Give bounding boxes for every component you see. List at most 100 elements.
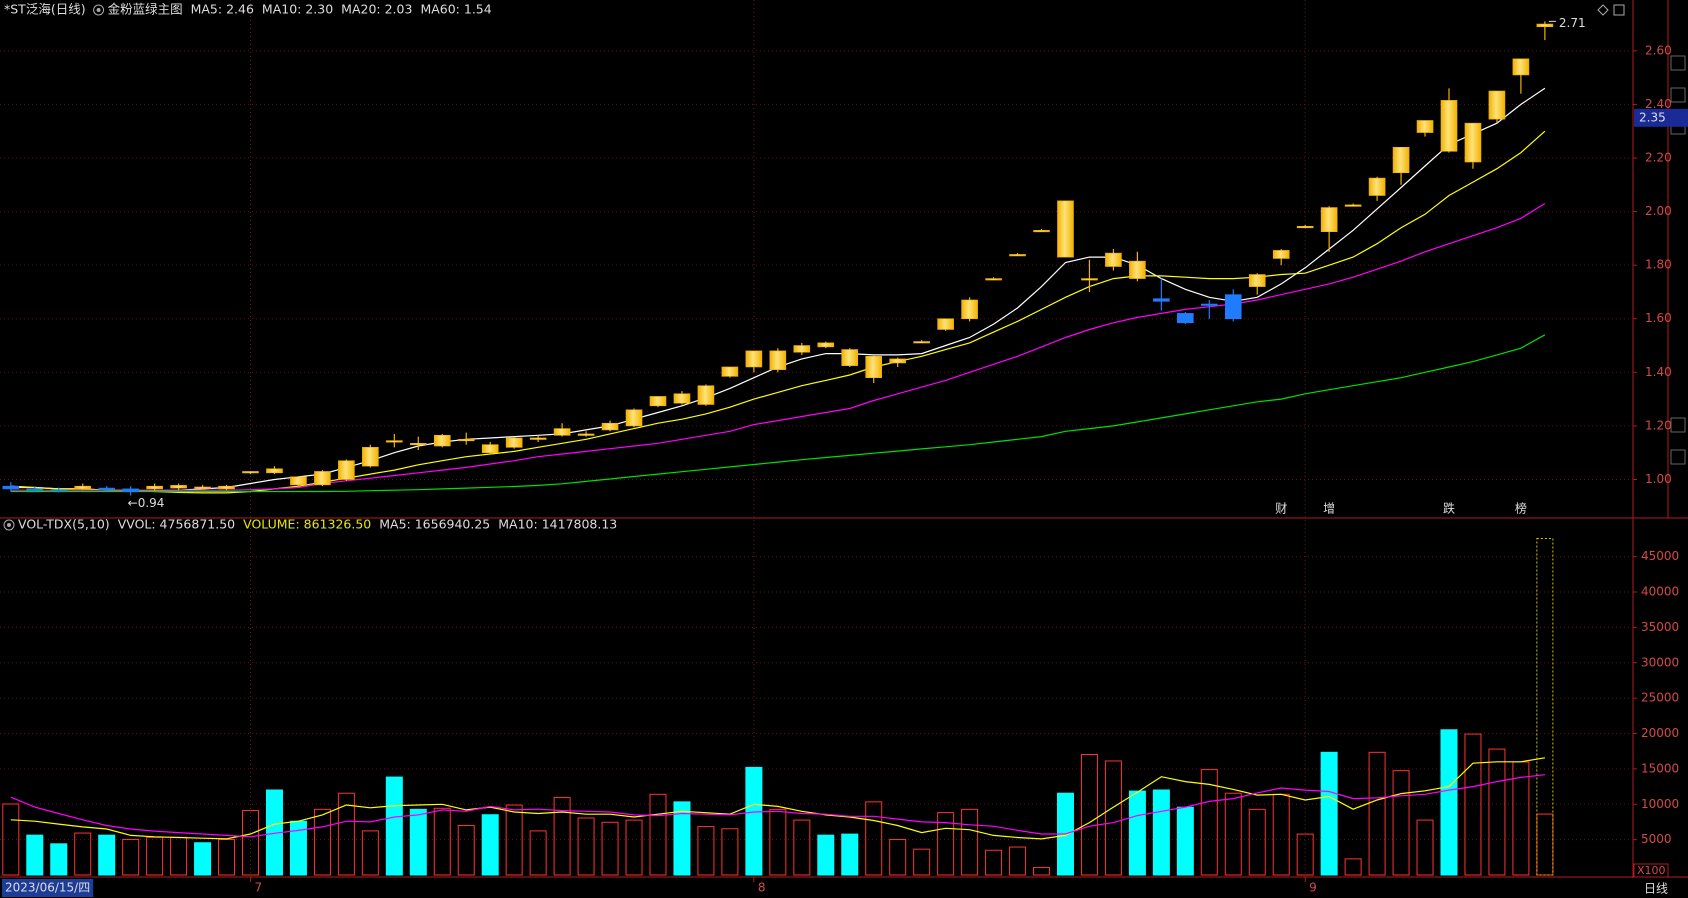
y-tick-label: 1.80 — [1645, 258, 1672, 272]
volume-bar — [1416, 819, 1434, 876]
y-tick-label: 45000 — [1641, 549, 1679, 563]
candle-body — [266, 468, 283, 474]
candle-body — [1224, 294, 1242, 320]
candle-body — [433, 434, 451, 447]
candle-body — [1320, 207, 1338, 232]
candle-body — [1057, 200, 1074, 258]
volume-bar — [937, 812, 955, 876]
volume-bar — [649, 793, 667, 876]
volume-bar — [26, 834, 44, 876]
projected-volume — [1536, 537, 1554, 876]
volume-bar — [1344, 858, 1362, 876]
candle-body — [865, 355, 883, 378]
volume-bar — [1248, 808, 1266, 876]
volume-bar — [1104, 760, 1122, 876]
candle-body — [218, 485, 235, 490]
side-button[interactable] — [1670, 417, 1686, 433]
candle-body — [529, 437, 547, 440]
candle-body — [1512, 58, 1530, 76]
volume-bar — [1392, 770, 1410, 876]
volume-bar — [721, 828, 739, 876]
volume-bar — [457, 824, 475, 876]
volume-bar — [1536, 813, 1554, 876]
candle-body — [98, 487, 115, 490]
candle-body — [1201, 303, 1218, 306]
candle-body — [26, 488, 44, 492]
candle-body — [1177, 313, 1194, 324]
volume-bar — [1440, 729, 1458, 876]
candle-body — [745, 350, 763, 368]
candle-body — [242, 471, 259, 474]
candle-body — [577, 433, 595, 436]
event-label: 跌 — [1443, 501, 1455, 516]
diamond-icon[interactable] — [1597, 4, 1609, 16]
volume-ma-line — [10, 774, 1545, 838]
candle-body — [50, 489, 68, 492]
side-button[interactable] — [1670, 55, 1686, 71]
volume-bar — [1464, 733, 1482, 876]
ma-line — [10, 87, 1546, 492]
window-icon[interactable] — [1613, 4, 1625, 16]
volume-bar — [769, 808, 787, 876]
volume-bar — [505, 804, 523, 876]
volume-bar — [985, 849, 1003, 876]
candle-body — [1296, 226, 1314, 229]
volume-bar — [2, 803, 20, 876]
candle-body — [170, 485, 187, 489]
y-tick-label: 10000 — [1641, 797, 1679, 811]
candle-body — [1464, 122, 1482, 163]
cursor-label: 2.35 — [1639, 110, 1666, 124]
volume-bar — [529, 830, 547, 876]
volume-bar — [218, 838, 236, 876]
candle-body — [146, 485, 163, 490]
unit-box — [1633, 863, 1669, 878]
volume-legend: VOLUME: 861326.50 — [243, 517, 371, 532]
date-highlight — [2, 879, 94, 897]
candle-body — [386, 440, 403, 443]
indicator-icon-dot — [96, 8, 101, 12]
volume-bar — [481, 814, 499, 876]
volume-bar — [913, 848, 931, 876]
side-button[interactable] — [1670, 449, 1686, 465]
volume-bar — [361, 830, 379, 876]
volume-bar — [1296, 833, 1314, 876]
candle-body — [817, 342, 835, 348]
period-label: 日线 — [1644, 882, 1668, 896]
volume-bar — [313, 808, 331, 876]
volume-bar — [601, 821, 619, 876]
y-tick-label: 2.60 — [1645, 43, 1672, 57]
y-tick-label: 30000 — [1641, 655, 1679, 669]
candle-body — [1153, 298, 1170, 302]
side-button[interactable] — [1670, 87, 1686, 103]
candle-body — [1272, 250, 1290, 259]
high-mark-label: 2.71 — [1559, 16, 1586, 30]
low-mark-label: ←0.94 — [128, 496, 165, 510]
volume-bar — [146, 836, 164, 876]
candle-body — [841, 349, 859, 366]
indicator-icon — [3, 519, 15, 531]
volume-bar — [74, 832, 92, 876]
volume-bar — [1224, 792, 1242, 876]
legend-entry: MA10: 1417808.13 — [498, 517, 617, 532]
volume-bar — [625, 819, 643, 876]
candle-body — [1105, 252, 1122, 267]
candle-body — [1368, 177, 1386, 196]
candle-body — [457, 439, 475, 442]
candle-body — [937, 318, 954, 330]
volume-bar — [1033, 866, 1051, 876]
cursor-box — [1634, 108, 1688, 127]
legend-entry: MA20: 2.03 — [341, 2, 412, 17]
volume-bar — [1200, 769, 1218, 876]
legend-entry: MA10: 2.30 — [262, 2, 333, 17]
volume-bar — [1080, 754, 1098, 876]
candle-body — [1009, 254, 1026, 257]
y-tick-label: 1.60 — [1645, 311, 1672, 325]
volume-bar — [793, 819, 811, 876]
ma-line — [10, 202, 1546, 491]
candle-body — [721, 366, 739, 377]
y-tick-label: 1.00 — [1645, 472, 1672, 486]
vvol-label: VVOL: 4756871.50 — [118, 517, 235, 532]
volume-bar — [337, 792, 355, 876]
legend-entry: MA5: 2.46 — [191, 2, 254, 17]
